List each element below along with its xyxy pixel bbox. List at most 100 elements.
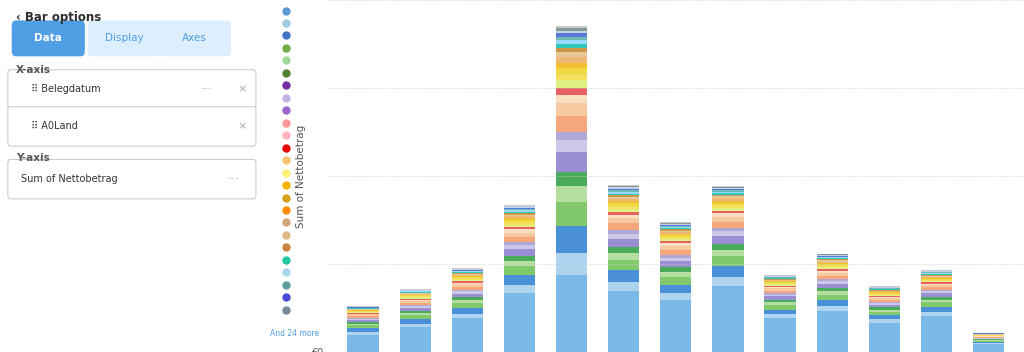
Bar — [921, 294, 952, 297]
Bar — [347, 310, 379, 311]
Bar — [452, 284, 483, 287]
Bar — [660, 235, 691, 237]
Bar — [660, 231, 691, 232]
Bar — [816, 283, 848, 288]
Bar — [660, 293, 691, 300]
Bar — [347, 320, 379, 322]
Bar — [399, 292, 431, 293]
Bar — [504, 209, 536, 210]
Bar — [452, 303, 483, 308]
Bar — [713, 208, 743, 211]
Bar — [816, 260, 848, 262]
Bar — [816, 262, 848, 263]
Bar — [452, 269, 483, 270]
Text: Data: Data — [35, 33, 62, 43]
FancyBboxPatch shape — [8, 107, 256, 146]
Bar — [765, 283, 796, 284]
Bar — [452, 314, 483, 318]
Bar — [347, 322, 379, 323]
Bar — [556, 80, 587, 88]
Bar — [399, 293, 431, 294]
Bar — [713, 256, 743, 266]
Bar — [504, 222, 536, 225]
Bar — [660, 224, 691, 225]
Bar — [347, 314, 379, 316]
Bar — [868, 296, 900, 297]
Bar — [921, 274, 952, 275]
Bar — [660, 241, 691, 243]
Bar — [816, 257, 848, 258]
Bar — [504, 285, 536, 293]
Bar — [921, 300, 952, 302]
Bar — [868, 294, 900, 295]
Bar — [713, 211, 743, 213]
Bar — [816, 254, 848, 255]
Bar — [556, 132, 587, 140]
Bar — [504, 213, 536, 215]
Bar — [608, 194, 639, 195]
Bar — [868, 320, 900, 323]
Bar — [868, 323, 900, 352]
Bar — [504, 216, 536, 219]
Bar — [399, 311, 431, 313]
Bar — [608, 212, 639, 215]
Bar — [765, 279, 796, 280]
Bar — [347, 328, 379, 332]
Bar — [556, 52, 587, 57]
Bar — [660, 258, 691, 261]
Bar — [660, 226, 691, 227]
Bar — [504, 242, 536, 245]
Bar — [556, 186, 587, 202]
Bar — [765, 276, 796, 277]
Bar — [921, 272, 952, 273]
Bar — [816, 300, 848, 306]
Bar — [399, 289, 431, 290]
Bar — [452, 283, 483, 284]
Bar — [556, 103, 587, 116]
Bar — [816, 311, 848, 352]
Bar — [816, 288, 848, 291]
Bar — [347, 319, 379, 320]
Bar — [765, 309, 796, 314]
Bar — [765, 278, 796, 279]
Bar — [921, 307, 952, 312]
Bar — [713, 203, 743, 205]
Bar — [608, 192, 639, 194]
Bar — [765, 302, 796, 305]
Bar — [713, 213, 743, 217]
Bar — [921, 287, 952, 290]
Bar — [660, 285, 691, 293]
Bar — [765, 300, 796, 302]
Bar — [765, 284, 796, 286]
Bar — [556, 68, 587, 74]
Bar — [347, 312, 379, 313]
Bar — [816, 269, 848, 271]
Bar — [973, 338, 1005, 339]
Bar — [660, 300, 691, 352]
Bar — [452, 270, 483, 271]
Bar — [921, 276, 952, 277]
Bar — [713, 222, 743, 228]
Bar — [973, 337, 1005, 338]
Bar — [660, 225, 691, 226]
Bar — [452, 271, 483, 272]
Bar — [973, 341, 1005, 342]
Bar — [556, 88, 587, 95]
Bar — [868, 309, 900, 312]
Bar — [713, 236, 743, 244]
Bar — [399, 303, 431, 305]
Bar — [816, 268, 848, 269]
Text: ×: × — [238, 84, 247, 94]
Bar — [973, 336, 1005, 337]
Bar — [504, 225, 536, 227]
Bar — [868, 287, 900, 288]
Bar — [921, 271, 952, 272]
Text: ‹ Bar options: ‹ Bar options — [15, 11, 101, 24]
Bar — [452, 278, 483, 280]
Bar — [608, 247, 639, 253]
Bar — [816, 276, 848, 279]
Bar — [816, 259, 848, 260]
Bar — [556, 140, 587, 152]
Bar — [556, 63, 587, 68]
Bar — [765, 287, 796, 289]
